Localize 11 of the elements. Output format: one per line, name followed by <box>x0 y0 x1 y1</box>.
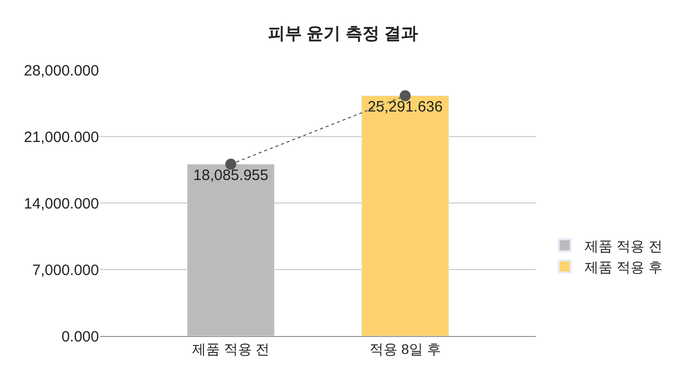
legend-label: 제품 적용 후 <box>584 258 662 275</box>
y-tick-label: 28,000.000 <box>24 62 99 80</box>
data-label: 25,291.636 <box>368 98 443 116</box>
legend-label: 제품 적용 전 <box>584 238 662 254</box>
y-tick-label: 7,000.000 <box>32 262 99 279</box>
y-tick-label: 0.000 <box>61 328 99 346</box>
chart-title: 피부 윤기 측정 결과 <box>268 24 418 43</box>
data-label: 18,085.955 <box>193 167 268 184</box>
y-tick-label: 21,000.000 <box>24 128 99 146</box>
y-tick-label: 14,000.000 <box>24 195 99 212</box>
x-tick-label: 적용 8일 후 <box>369 340 441 357</box>
